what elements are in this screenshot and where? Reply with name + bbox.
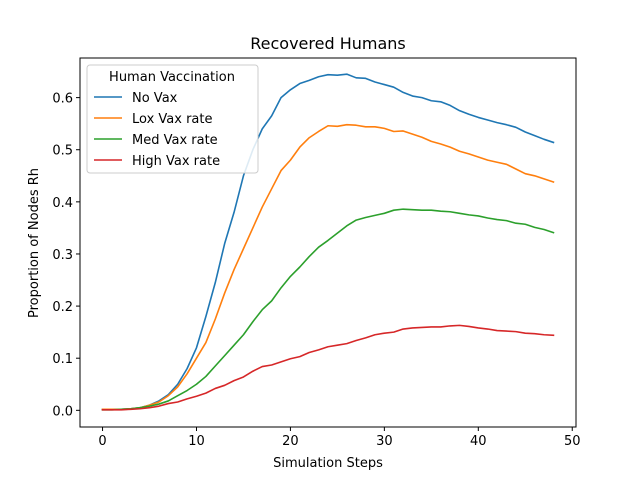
- series-line-0: [101, 73, 555, 411]
- legend: Human Vaccination No Vax Lox Vax rate Med V…: [86, 64, 259, 174]
- legend-label-2: Med Vax rate: [132, 133, 218, 148]
- y-tick-label: 0.0: [52, 404, 73, 419]
- legend-title: Human Vaccination: [109, 70, 235, 85]
- y-tick-label: 0.5: [52, 144, 73, 159]
- x-tick-label: 40: [470, 434, 487, 449]
- x-tick-label: 10: [188, 434, 205, 449]
- y-tick-label: 0.4: [52, 196, 73, 211]
- x-tick-label: 20: [282, 434, 299, 449]
- y-axis: 0.0 0.1 0.2 0.3 0.4 0.5 0.6: [52, 92, 80, 419]
- y-tick-label: 0.2: [52, 300, 73, 315]
- y-tick-label: 0.6: [52, 92, 73, 107]
- plot-area: [101, 73, 555, 411]
- legend-label-3: High Vax rate: [132, 154, 220, 169]
- legend-box: [86, 64, 259, 174]
- x-axis-title: Simulation Steps: [273, 456, 383, 471]
- series-line-1: [101, 123, 555, 411]
- x-tick-label: 50: [564, 434, 581, 449]
- legend-label-0: No Vax: [132, 91, 178, 106]
- legend-label-1: Lox Vax rate: [132, 112, 212, 127]
- series-line-2: [101, 208, 555, 411]
- plot-frame: [79, 57, 577, 428]
- x-tick-label: 0: [98, 434, 106, 449]
- x-tick-label: 30: [376, 434, 393, 449]
- chart-title: Recovered Humans: [250, 34, 406, 53]
- series-line-3: [101, 324, 555, 411]
- x-axis: 0 10 20 30 40 50: [98, 427, 581, 449]
- y-tick-label: 0.1: [52, 352, 73, 367]
- y-tick-label: 0.3: [52, 248, 73, 263]
- y-axis-title: Proportion of Nodes Rh: [27, 168, 42, 318]
